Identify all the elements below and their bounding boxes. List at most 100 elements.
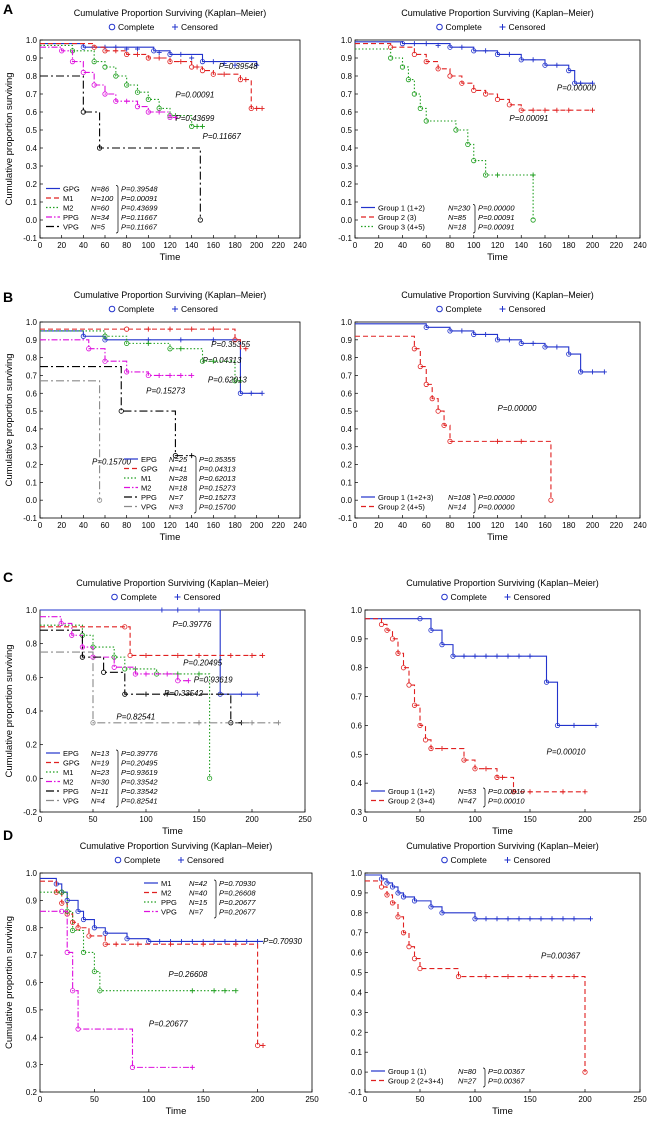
censored-marker	[590, 369, 595, 375]
legend-brace	[482, 1067, 486, 1088]
y-tick-label: 0.7	[341, 90, 353, 99]
legend-label: VPG	[141, 503, 157, 512]
censored-marker	[189, 326, 195, 332]
series-legend: Group 1 (1+2) N=230 P=0.00000 Group 2 (3) N=…	[361, 204, 515, 234]
marker-legend: Complete Censored	[111, 592, 221, 602]
censored-marker	[189, 55, 195, 61]
complete-marker	[197, 217, 203, 223]
censored-marker	[210, 358, 216, 364]
censored-marker	[124, 46, 130, 52]
p-value-annotation: P=0.00000	[498, 404, 537, 413]
x-tick-label: 100	[468, 815, 482, 824]
complete-marker	[86, 346, 92, 352]
p-value-annotation: P=0.93619	[194, 675, 233, 684]
censored-marker	[254, 691, 260, 697]
legend-brace	[482, 787, 486, 808]
legend-n: N=28	[169, 474, 188, 483]
complete-marker	[471, 331, 477, 338]
censored-marker	[189, 1064, 195, 1070]
legend-censored-label: Censored	[184, 592, 221, 602]
legend-censored-label: Censored	[181, 304, 218, 314]
x-tick-label: 140	[515, 241, 529, 250]
censored-marker-icon	[172, 24, 178, 30]
series-vpg: P=0.82541	[40, 651, 281, 726]
x-axis-label: Time	[166, 1106, 187, 1117]
chart-title: Cumulative Proportion Surviving (Kaplan–…	[406, 841, 599, 851]
censored-marker	[156, 109, 162, 115]
x-tick-label: 150	[523, 815, 537, 824]
x-tick-label: 0	[353, 521, 358, 530]
complete-marker	[395, 890, 401, 896]
legend-brace	[115, 749, 119, 808]
x-tick-label: 220	[610, 521, 624, 530]
censored-marker	[196, 607, 202, 613]
y-tick-label: -0.1	[338, 234, 352, 243]
censored-marker	[175, 652, 181, 658]
legend-label: VPG	[63, 223, 79, 232]
censored-marker	[494, 653, 500, 659]
series-m2: P=0.15273	[40, 339, 195, 395]
legend-p: P=0.20677	[219, 898, 256, 907]
complete-marker	[145, 109, 151, 115]
complete-marker	[406, 682, 412, 688]
complete-marker	[441, 422, 447, 428]
complete-marker	[91, 82, 97, 88]
complete-marker	[429, 396, 435, 402]
km-curve	[355, 48, 534, 220]
censored-marker	[210, 326, 216, 332]
complete-marker	[129, 1064, 136, 1070]
y-tick-label: 1.0	[26, 606, 38, 615]
censored-marker	[196, 671, 202, 677]
x-tick-label: 250	[298, 815, 312, 824]
censored-marker	[233, 988, 239, 994]
legend-label: PPG	[141, 493, 157, 502]
legend-p: P=0.20495	[121, 759, 158, 768]
plot-frame	[39, 39, 301, 239]
x-tick-label: 140	[185, 241, 199, 250]
y-tick-label: -0.1	[23, 234, 37, 243]
legend-p: P=0.33542	[121, 787, 158, 796]
censored-marker	[156, 372, 162, 378]
series-gpg: P=0.04313	[40, 326, 249, 365]
censored-marker	[516, 653, 522, 659]
legend-brace	[193, 455, 197, 514]
y-tick-label: 0.3	[26, 162, 38, 171]
complete-marker	[405, 77, 412, 83]
complete-marker	[447, 328, 453, 334]
y-tick-label: 0.2	[341, 461, 353, 470]
legend-n: N=60	[91, 204, 110, 213]
complete-marker	[69, 632, 75, 638]
km-curve	[40, 880, 264, 1047]
legend-n: N=15	[189, 898, 208, 907]
complete-marker	[58, 620, 64, 627]
p-value-annotation: P=0.62013	[208, 376, 247, 385]
complete-marker-icon	[108, 23, 116, 31]
censored-marker	[124, 98, 130, 104]
censored-marker	[549, 974, 555, 980]
x-tick-label: 150	[523, 1095, 537, 1104]
chart-title: Cumulative Proportion Surviving (Kaplan–…	[80, 841, 273, 851]
series-gpg: P=0.20495	[40, 624, 266, 668]
censored-marker	[178, 938, 184, 944]
km-curve	[355, 323, 605, 373]
km-chart-D-right: Cumulative Proportion Surviving (Kaplan–…	[348, 841, 647, 1117]
x-tick-label: 220	[610, 241, 624, 250]
km-curve	[365, 880, 586, 1073]
km-curve	[40, 651, 279, 724]
km-curve	[40, 43, 263, 109]
censored-marker	[560, 789, 566, 795]
km-curve	[355, 335, 552, 501]
x-tick-label: 240	[293, 521, 307, 530]
complete-marker	[124, 82, 130, 88]
legend-label: PPG	[63, 213, 79, 222]
x-tick-label: 180	[228, 241, 242, 250]
censored-marker	[259, 105, 265, 111]
legend-p: P=0.00010	[488, 797, 525, 806]
censored-marker	[259, 390, 265, 396]
censored-marker	[439, 746, 445, 752]
x-tick-label: 220	[272, 521, 286, 530]
complete-marker	[237, 390, 244, 396]
censored-marker	[459, 44, 465, 50]
km-chart-C-left: Cumulative Proportion Surviving (Kaplan–…	[4, 578, 312, 837]
censored-marker	[530, 57, 536, 63]
